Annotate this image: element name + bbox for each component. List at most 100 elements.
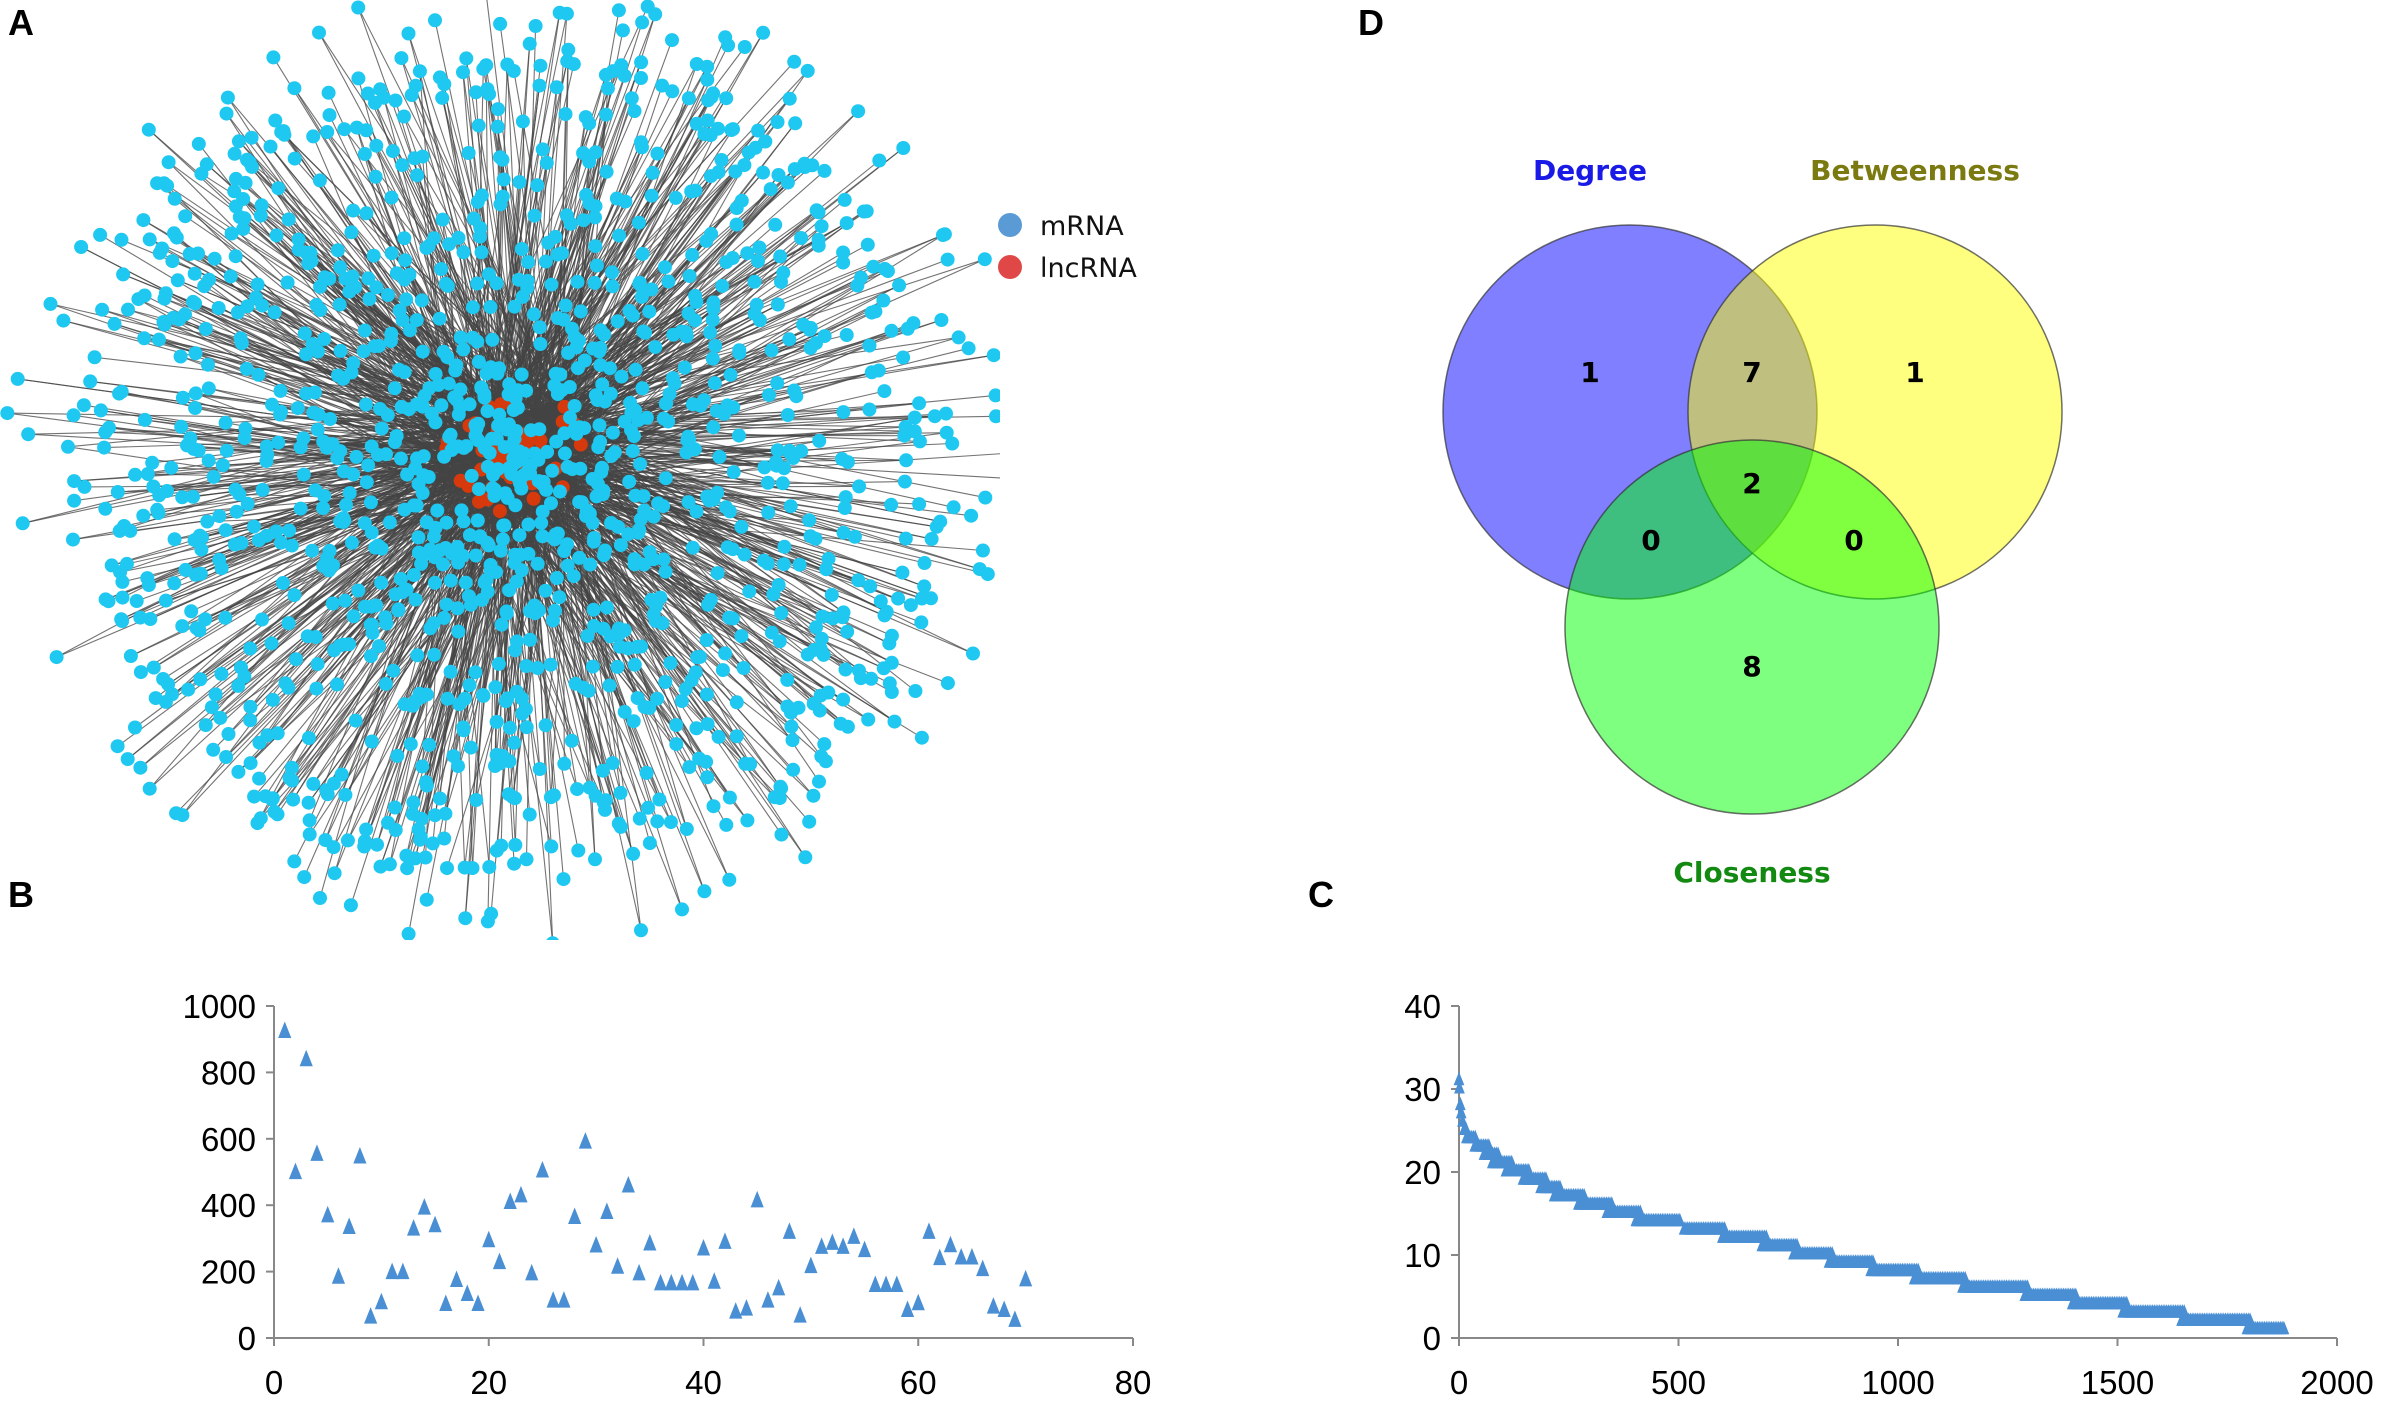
data-point — [997, 1300, 1011, 1317]
data-point — [782, 1222, 796, 1239]
y-tick-label: 1000 — [183, 988, 256, 1025]
x-tick-label: 1500 — [2081, 1364, 2154, 1401]
network-edge — [352, 210, 574, 424]
data-point — [653, 1273, 668, 1291]
x-tick-label: 80 — [1115, 1364, 1152, 1401]
data-point — [525, 1263, 539, 1281]
data-point — [321, 1205, 335, 1223]
data-point — [299, 1049, 313, 1067]
y-tick-label: 400 — [201, 1187, 256, 1224]
network-edge — [541, 432, 947, 485]
panel-label-d: D — [1358, 2, 1384, 43]
data-point — [900, 1300, 915, 1317]
panel-label-c: C — [1308, 874, 1334, 915]
data-point — [1019, 1269, 1033, 1287]
x-tick-label: 60 — [900, 1364, 937, 1401]
data-point — [364, 1307, 378, 1324]
data-point — [385, 1262, 399, 1280]
data-point — [514, 1185, 528, 1203]
data-point — [428, 1215, 442, 1233]
network-edge — [507, 258, 986, 474]
network-edge — [555, 468, 730, 619]
data-point — [449, 1270, 464, 1288]
x-tick-label: 1000 — [1861, 1364, 1934, 1401]
data-point — [492, 1252, 507, 1270]
data-point — [578, 1132, 592, 1149]
network-graph — [0, 0, 1000, 940]
data-point — [439, 1294, 453, 1311]
network-edge — [187, 471, 506, 691]
data-point — [825, 1233, 839, 1250]
data-point — [396, 1262, 410, 1280]
data-point — [965, 1247, 979, 1265]
network-edge — [540, 450, 777, 463]
data-point — [911, 1293, 925, 1311]
x-tick-label: 40 — [685, 1364, 722, 1401]
panel-label-b: B — [8, 874, 34, 915]
data-point — [804, 1256, 818, 1274]
data-point — [503, 1192, 517, 1210]
data-point — [729, 1302, 743, 1319]
data-point — [986, 1297, 1001, 1314]
data-point — [568, 1207, 582, 1224]
data-point — [847, 1227, 861, 1244]
data-point — [278, 1021, 292, 1039]
data-point — [696, 1239, 711, 1256]
network-edge — [555, 468, 893, 664]
data-point — [954, 1247, 968, 1265]
network-edge — [480, 469, 672, 823]
data-point — [815, 1237, 829, 1254]
data-point — [535, 1161, 550, 1178]
data-point — [943, 1235, 958, 1253]
data-point — [600, 1202, 614, 1219]
x-tick-label: 500 — [1651, 1364, 1706, 1401]
chart-b: 0 200 400 600 800 1000 0 20 40 60 80 — [183, 988, 1152, 1401]
data-point — [643, 1234, 657, 1251]
data-point — [718, 1232, 732, 1249]
data-point — [342, 1217, 356, 1234]
y-tick-label: 30 — [1404, 1071, 1441, 1108]
y-tick-label: 0 — [238, 1320, 256, 1357]
data-point — [761, 1291, 775, 1308]
data-point — [879, 1275, 893, 1293]
network-edge — [207, 364, 448, 443]
data-point — [406, 1219, 421, 1236]
data-point — [976, 1259, 990, 1277]
x-tick-label: 0 — [265, 1364, 283, 1401]
data-point — [557, 1291, 571, 1308]
data-point — [793, 1306, 807, 1323]
data-point — [482, 1230, 496, 1248]
panel-label-a: A — [8, 2, 34, 43]
x-tick-label: 20 — [470, 1364, 507, 1401]
network-edge — [72, 476, 511, 541]
data-point — [632, 1263, 646, 1281]
network-edge — [415, 85, 517, 449]
data-point — [664, 1273, 678, 1291]
data-point — [374, 1292, 388, 1310]
y-tick-label: 40 — [1404, 988, 1441, 1025]
data-point — [750, 1190, 764, 1208]
data-point — [890, 1275, 904, 1293]
y-tick-label: 0 — [1423, 1320, 1441, 1357]
chart-c: 0 10 20 30 40 0 500 1000 1500 2000 — [1404, 988, 2373, 1401]
data-point — [288, 1162, 303, 1180]
data-point — [331, 1267, 346, 1284]
data-point — [707, 1272, 721, 1289]
data-point — [353, 1147, 367, 1164]
data-point — [675, 1273, 689, 1291]
network-edge — [536, 168, 796, 436]
data-point — [739, 1299, 754, 1316]
y-tick-label: 600 — [201, 1121, 256, 1158]
x-tick-label: 2000 — [2300, 1364, 2373, 1401]
data-point — [310, 1144, 324, 1161]
data-point — [772, 1278, 786, 1296]
data-point — [589, 1236, 603, 1253]
y-tick-label: 10 — [1404, 1237, 1441, 1274]
data-point — [1008, 1310, 1022, 1327]
data-point — [922, 1222, 936, 1239]
network-edge — [168, 161, 448, 442]
y-tick-label: 20 — [1404, 1154, 1441, 1191]
data-point — [868, 1275, 882, 1293]
y-tick-label: 800 — [201, 1054, 256, 1091]
